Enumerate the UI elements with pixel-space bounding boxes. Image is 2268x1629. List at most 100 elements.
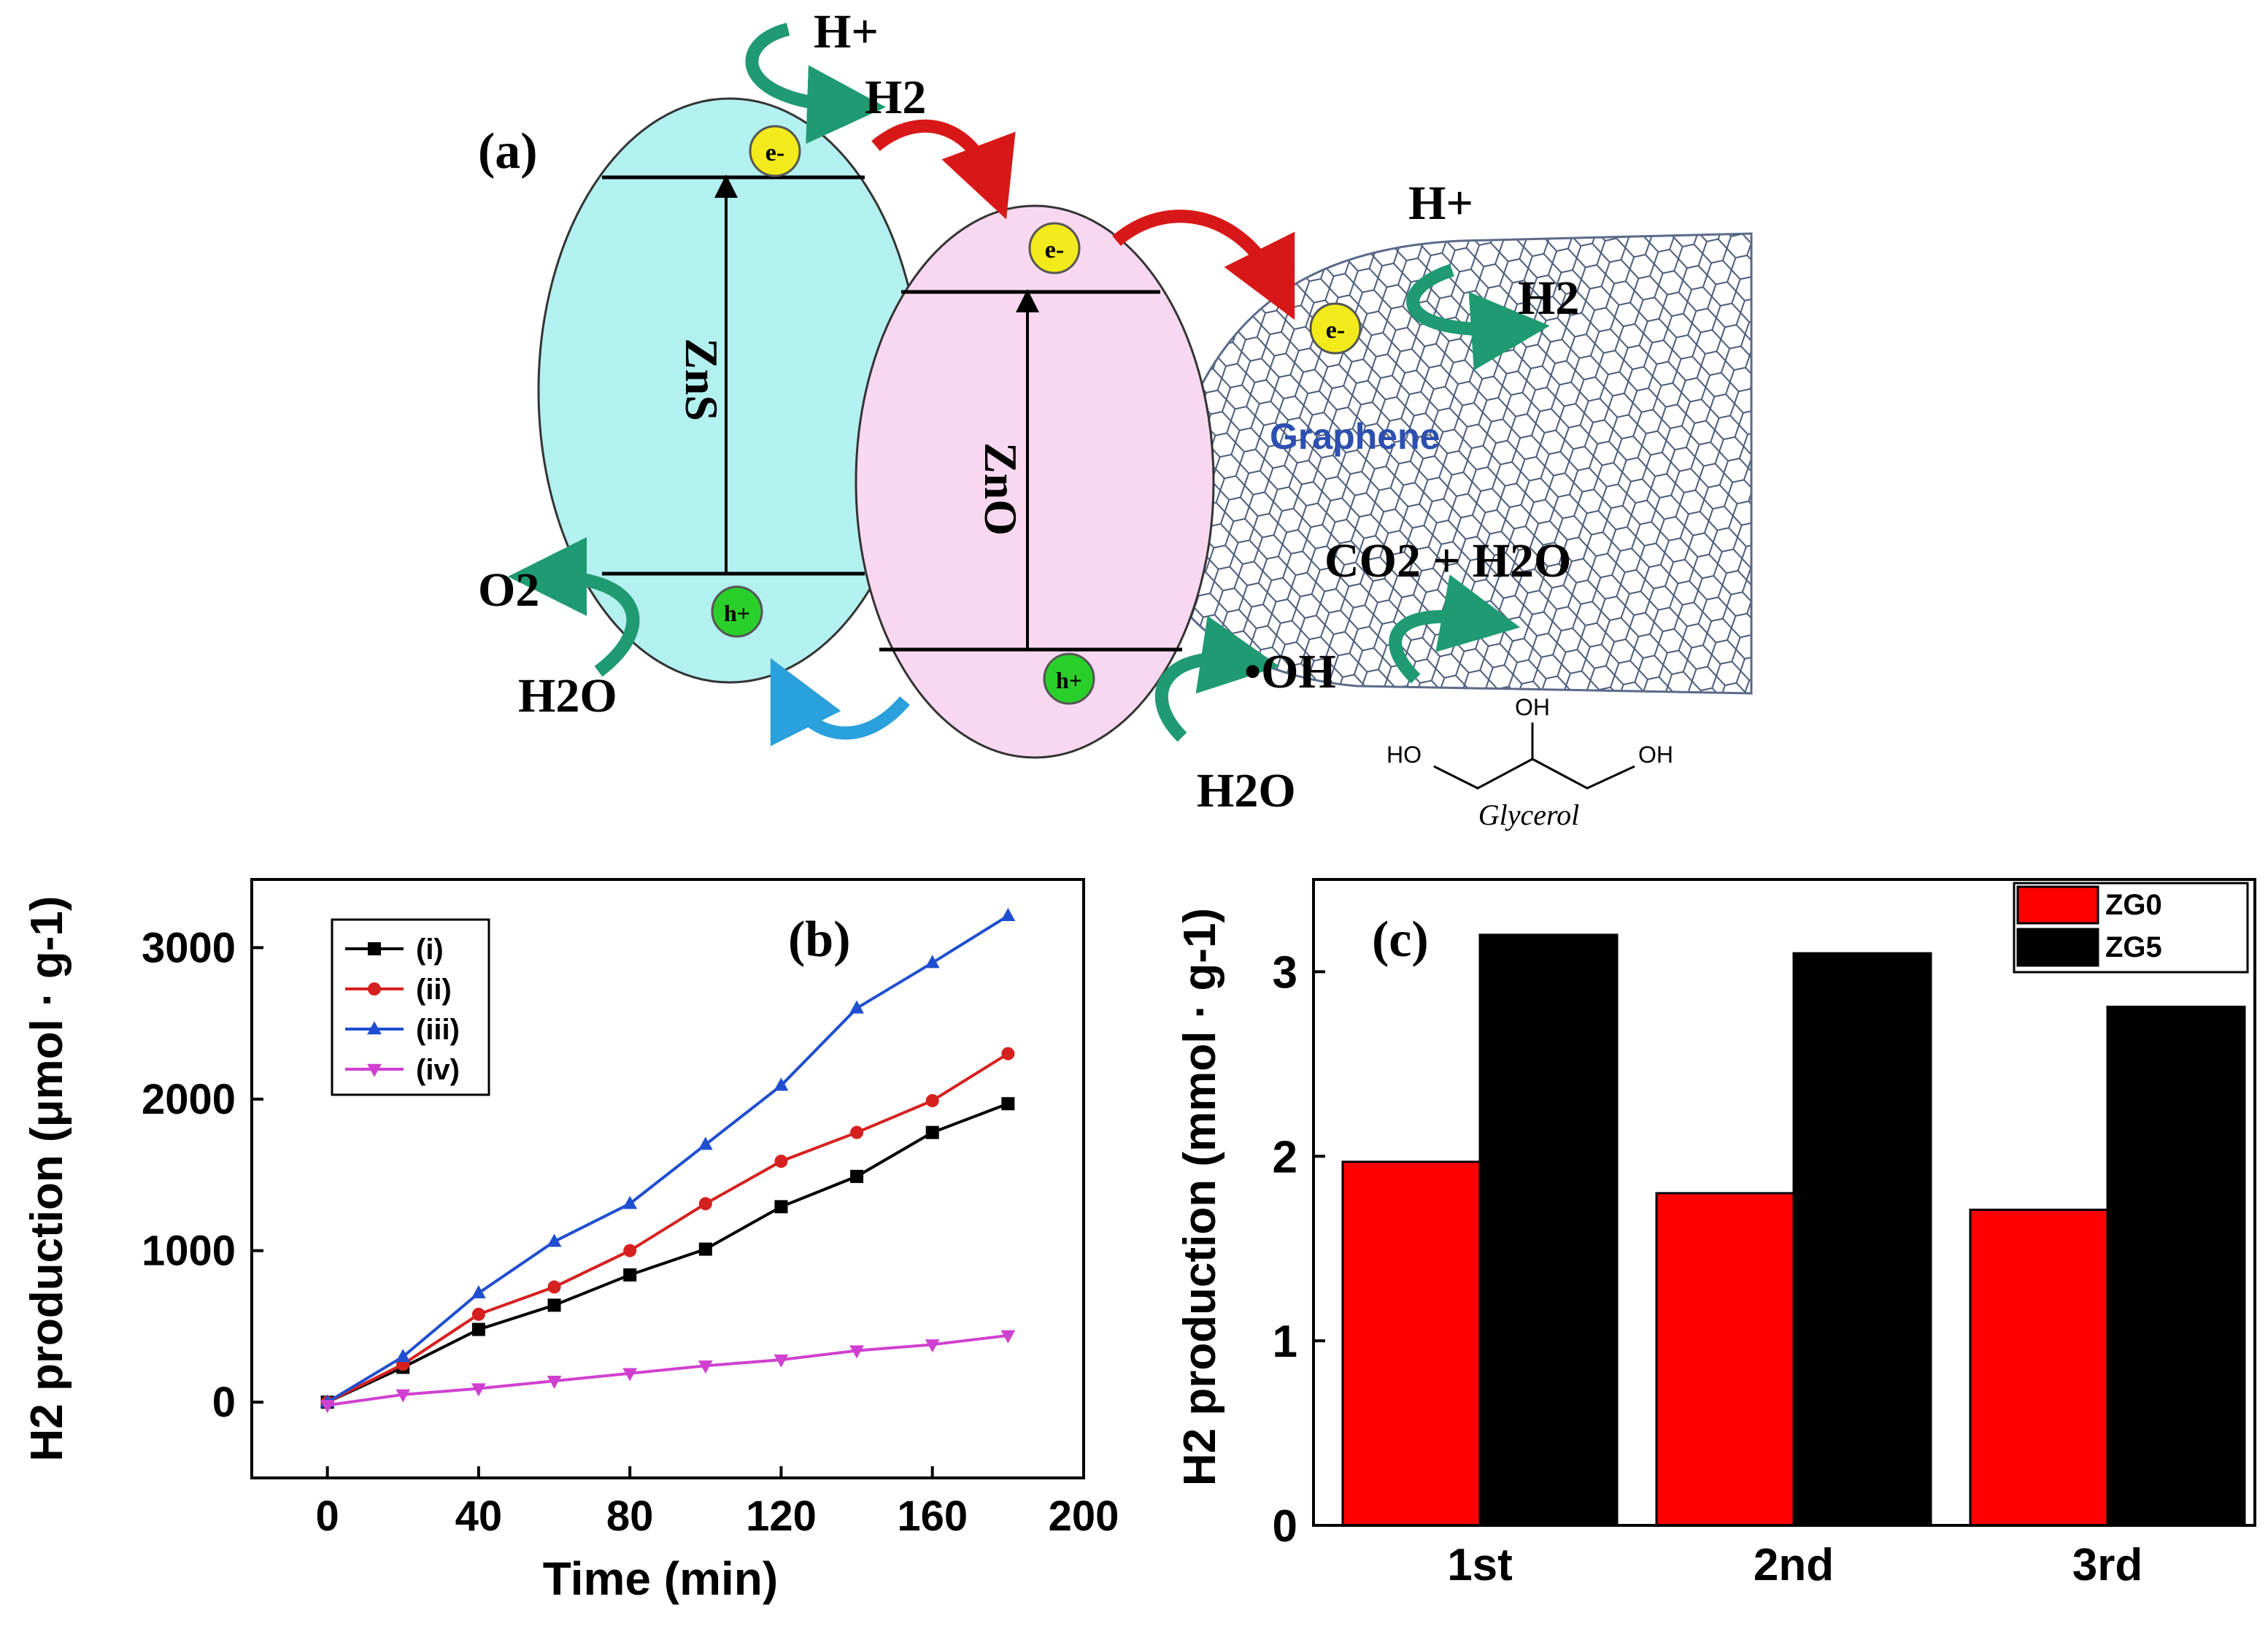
glycerol-label: Glycerol bbox=[1478, 798, 1579, 831]
x-category-label: 2nd bbox=[1754, 1540, 1834, 1590]
bar bbox=[1655, 1192, 1795, 1527]
data-point bbox=[547, 1233, 562, 1247]
h2-label-2: H2 bbox=[1518, 272, 1579, 325]
zno-particle bbox=[855, 204, 1215, 759]
series-line bbox=[326, 1102, 1009, 1404]
legend-label: ZG0 bbox=[2105, 889, 2162, 921]
data-point bbox=[774, 1200, 788, 1214]
data-point bbox=[471, 1322, 485, 1336]
chart-b-ylabel: H2 production (μmol · g-1) bbox=[22, 896, 72, 1462]
y-tick-label: 2 bbox=[1273, 1132, 1297, 1182]
data-point bbox=[547, 1298, 561, 1312]
x-tick-label: 80 bbox=[606, 1493, 654, 1540]
data-point bbox=[849, 1345, 864, 1359]
legend-label: (i) bbox=[416, 933, 444, 966]
graphene-label: Graphene bbox=[1270, 416, 1440, 457]
data-point bbox=[622, 1195, 638, 1209]
legend-marker bbox=[367, 1063, 382, 1077]
graphene-sheet bbox=[1166, 232, 1753, 695]
svg-text:e-: e- bbox=[1326, 317, 1345, 344]
data-point bbox=[925, 1339, 940, 1353]
chart-b-xlabel: Time (min) bbox=[543, 1552, 778, 1605]
chart-c-ylabel: H2 production (mmol · g-1) bbox=[1175, 908, 1225, 1486]
bar bbox=[1341, 1160, 1481, 1527]
data-point bbox=[925, 955, 940, 968]
chart-c: (c) H2 production (mmol · g-1) 1st 2nd 3rd… bbox=[1175, 878, 2256, 1590]
co2-h2o-label: CO2 + H2O bbox=[1324, 534, 1571, 588]
zno-label: ZnO bbox=[975, 442, 1027, 536]
glycerol-structure: HO OH OH Glycerol bbox=[1386, 694, 1673, 831]
data-point bbox=[320, 1400, 335, 1414]
chart-b-frame bbox=[250, 878, 1085, 1479]
y-tick-label: 3 bbox=[1273, 947, 1297, 998]
svg-text:OH: OH bbox=[1515, 694, 1550, 720]
y-tick-label: 0 bbox=[1273, 1501, 1297, 1552]
h-plus-label-2: H+ bbox=[1408, 177, 1473, 230]
data-point bbox=[925, 1094, 939, 1108]
panel-a-label: (a) bbox=[478, 123, 538, 180]
x-tick-label: 200 bbox=[1049, 1493, 1119, 1540]
data-point bbox=[623, 1268, 637, 1282]
data-point bbox=[850, 1169, 864, 1183]
data-point bbox=[1001, 1097, 1015, 1111]
hole-zno: h+ bbox=[1043, 652, 1095, 705]
hole-transfer-arrow bbox=[770, 658, 910, 747]
chart-b-legend: (i) (ii) (iii) (iv) bbox=[331, 918, 490, 1096]
data-point bbox=[396, 1389, 411, 1403]
data-point bbox=[1000, 908, 1016, 922]
data-point bbox=[471, 1307, 485, 1321]
data-point bbox=[698, 1242, 712, 1256]
series-line bbox=[327, 1333, 1008, 1407]
y-tick-label: 0 bbox=[212, 1379, 236, 1426]
data-point bbox=[471, 1383, 486, 1397]
chart-c-frame bbox=[1312, 878, 2256, 1527]
reaction-arrow-h2-graphene bbox=[1406, 263, 1550, 371]
data-point bbox=[547, 1280, 561, 1294]
chart-b-panel-label: (b) bbox=[788, 912, 851, 968]
h2o-label-2: H2O bbox=[1197, 764, 1296, 817]
x-tick-label: 120 bbox=[746, 1493, 817, 1540]
svg-text:HO: HO bbox=[1386, 742, 1422, 768]
data-point bbox=[547, 1375, 562, 1389]
oh-radical-label: •OH bbox=[1244, 645, 1336, 698]
data-point bbox=[471, 1285, 486, 1298]
legend-swatch bbox=[2016, 928, 2099, 967]
legend-marker bbox=[368, 942, 381, 955]
x-tick-label: 40 bbox=[455, 1493, 503, 1540]
electron-graphene: e- bbox=[1309, 302, 1362, 355]
reaction-arrow-oh bbox=[1154, 615, 1280, 742]
x-category-label: 3rd bbox=[2072, 1540, 2142, 1590]
bar bbox=[2106, 1005, 2246, 1527]
data-point bbox=[774, 1354, 789, 1368]
chart-c-panel-label: (c) bbox=[1372, 912, 1429, 968]
svg-text:h+: h+ bbox=[724, 600, 750, 626]
data-point bbox=[622, 1368, 638, 1382]
electron-zno: e- bbox=[1028, 222, 1081, 274]
legend-swatch bbox=[2016, 885, 2099, 925]
bar bbox=[1478, 933, 1619, 1527]
data-point bbox=[1000, 1330, 1016, 1344]
reaction-arrow-o2 bbox=[508, 537, 640, 677]
data-point bbox=[698, 1136, 713, 1150]
series-line bbox=[326, 914, 1009, 1403]
x-tick-label: 160 bbox=[897, 1493, 968, 1540]
electron-transfer-arrow-2 bbox=[1112, 209, 1295, 320]
reaction-arrow-glycerol bbox=[1389, 574, 1521, 684]
data-point bbox=[774, 1077, 789, 1091]
schematic-panel: Graphene ZnS ZnO e- e- e- h+ bbox=[478, 5, 1753, 831]
legend-label: ZG5 bbox=[2105, 931, 2162, 963]
y-tick-label: 3000 bbox=[142, 924, 236, 971]
series-line bbox=[326, 1052, 1009, 1403]
svg-text:h+: h+ bbox=[1056, 667, 1082, 693]
h2-label-1: H2 bbox=[865, 71, 926, 124]
electron-zns: e- bbox=[749, 125, 801, 177]
data-point bbox=[925, 1125, 939, 1139]
data-point bbox=[623, 1244, 637, 1258]
data-point bbox=[1001, 1047, 1015, 1060]
legend-box bbox=[2013, 882, 2249, 974]
svg-text:e-: e- bbox=[1045, 236, 1064, 263]
electron-transfer-arrow-1 bbox=[871, 119, 1016, 220]
y-tick-label: 1 bbox=[1273, 1317, 1297, 1367]
